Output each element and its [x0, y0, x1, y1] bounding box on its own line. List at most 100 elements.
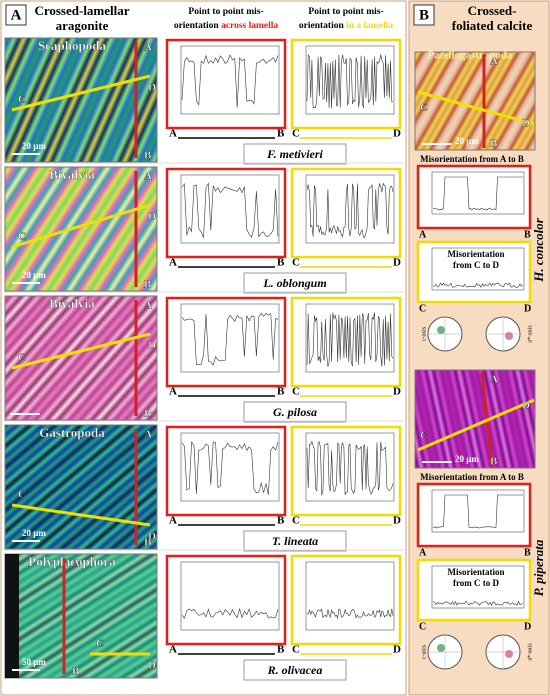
plot-box [165, 38, 287, 130]
taxon-label: Polyplacophora [28, 554, 116, 569]
misorientation-trace [432, 176, 523, 211]
plot-axes [431, 565, 525, 609]
profile-c-d [11, 332, 151, 370]
taxon-label: Patellogastropoda [428, 50, 513, 62]
misorientation-trace [181, 607, 279, 619]
column-header-highlight: across lamella [221, 21, 278, 31]
plot-axes [180, 303, 280, 373]
taxon-label: Bivalvia [49, 296, 95, 311]
point-label: D [393, 386, 401, 398]
column-header: orientation across lamella [174, 21, 279, 31]
axis-label: c-axis [421, 326, 427, 341]
plot-box [290, 554, 402, 646]
scale-label: 50 µm [22, 657, 46, 667]
point-label: C [18, 94, 26, 106]
point-label: D [148, 82, 156, 94]
taxon-label: Gastropoda [39, 425, 105, 440]
point-label: A [490, 374, 498, 386]
panel-label: A [11, 7, 22, 23]
point-label: B [72, 666, 80, 678]
misorientation-trace [432, 600, 524, 607]
plot-axes [305, 432, 395, 502]
plot-axes [305, 561, 395, 631]
panel-title: aragonite [56, 18, 109, 33]
species-box [243, 659, 347, 681]
point-label: D [393, 644, 401, 656]
point-label: A [169, 128, 177, 140]
point-label: C [292, 257, 300, 269]
species-box [243, 143, 347, 165]
point-label: A [169, 386, 177, 398]
ebsd-map [414, 51, 536, 151]
misorientation-trace [181, 54, 279, 108]
plot-box [416, 558, 532, 622]
plot-box [416, 240, 532, 304]
panel-title: foliated calcite [452, 18, 533, 33]
point-label: B [524, 547, 531, 558]
point-label: D [522, 400, 530, 412]
point-label: B [490, 138, 498, 150]
point-label: D [524, 303, 531, 314]
column-header-text: orientation [299, 21, 346, 31]
point-label: A [419, 547, 427, 558]
axis-label: a*-axis [527, 643, 533, 661]
species-name: P. piperata [531, 539, 546, 596]
plot-box [165, 554, 287, 646]
column-header: Point to point mis- [308, 7, 383, 17]
plot-box [290, 425, 402, 517]
misorientation-trace [181, 441, 279, 495]
taxon-label: Bivalvia [49, 167, 95, 182]
misorientation-trace [306, 608, 394, 619]
scale-label: 20 µm [22, 141, 46, 151]
point-label: C [420, 102, 428, 114]
axis-label: a*-axis [527, 325, 533, 343]
scale-label: 20 µm [22, 528, 46, 538]
pole-cluster [505, 332, 513, 340]
panel-label: B [419, 7, 429, 23]
taxon-label: Scaphopoda [38, 38, 106, 53]
column-header: orientation in a lamella [299, 21, 393, 31]
profile-c-d [11, 74, 151, 112]
point-label: C [18, 489, 26, 501]
plot-box [416, 482, 532, 548]
pole-cluster [505, 650, 513, 658]
point-label: C [292, 644, 300, 656]
point-label: B [277, 644, 285, 656]
species-box [243, 530, 347, 552]
point-label: A [169, 257, 177, 269]
misorientation-trace [306, 54, 394, 109]
point-label: A [169, 644, 177, 656]
species-box [243, 401, 347, 423]
plot-axes [431, 247, 525, 291]
misorientation-trace [306, 182, 394, 238]
column-header-text: orientation [174, 21, 221, 31]
profile-c-d [11, 203, 151, 249]
ebsd-map [414, 369, 536, 469]
point-label: B [277, 257, 285, 269]
panel-title: Crossed-lamellar [34, 3, 129, 18]
plot-box [165, 425, 287, 517]
section-title: from C to D [453, 578, 500, 588]
point-label: D [148, 340, 156, 352]
section-title: Misorientation from A to B [420, 154, 524, 164]
ebsd-map [4, 424, 158, 550]
point-label: C [18, 231, 26, 243]
point-label: D [522, 118, 530, 130]
point-label: B [277, 128, 285, 140]
section-title: Misorientation [448, 567, 505, 577]
misorientation-trace [181, 182, 279, 238]
point-label: B [144, 537, 152, 549]
point-label: C [292, 128, 300, 140]
ebsd-map [4, 553, 158, 679]
plot-axes [305, 174, 395, 244]
point-label: B [490, 456, 498, 468]
section-title: Misorientation from A to B [420, 472, 524, 482]
plot-axes [180, 174, 280, 244]
point-label: B [144, 408, 152, 420]
profile-c-d [417, 398, 535, 452]
misorientation-trace [432, 494, 523, 529]
species-name: T. lineata [272, 534, 318, 548]
plot-axes [431, 171, 525, 215]
point-label: D [393, 515, 401, 527]
point-label: C [96, 638, 104, 650]
